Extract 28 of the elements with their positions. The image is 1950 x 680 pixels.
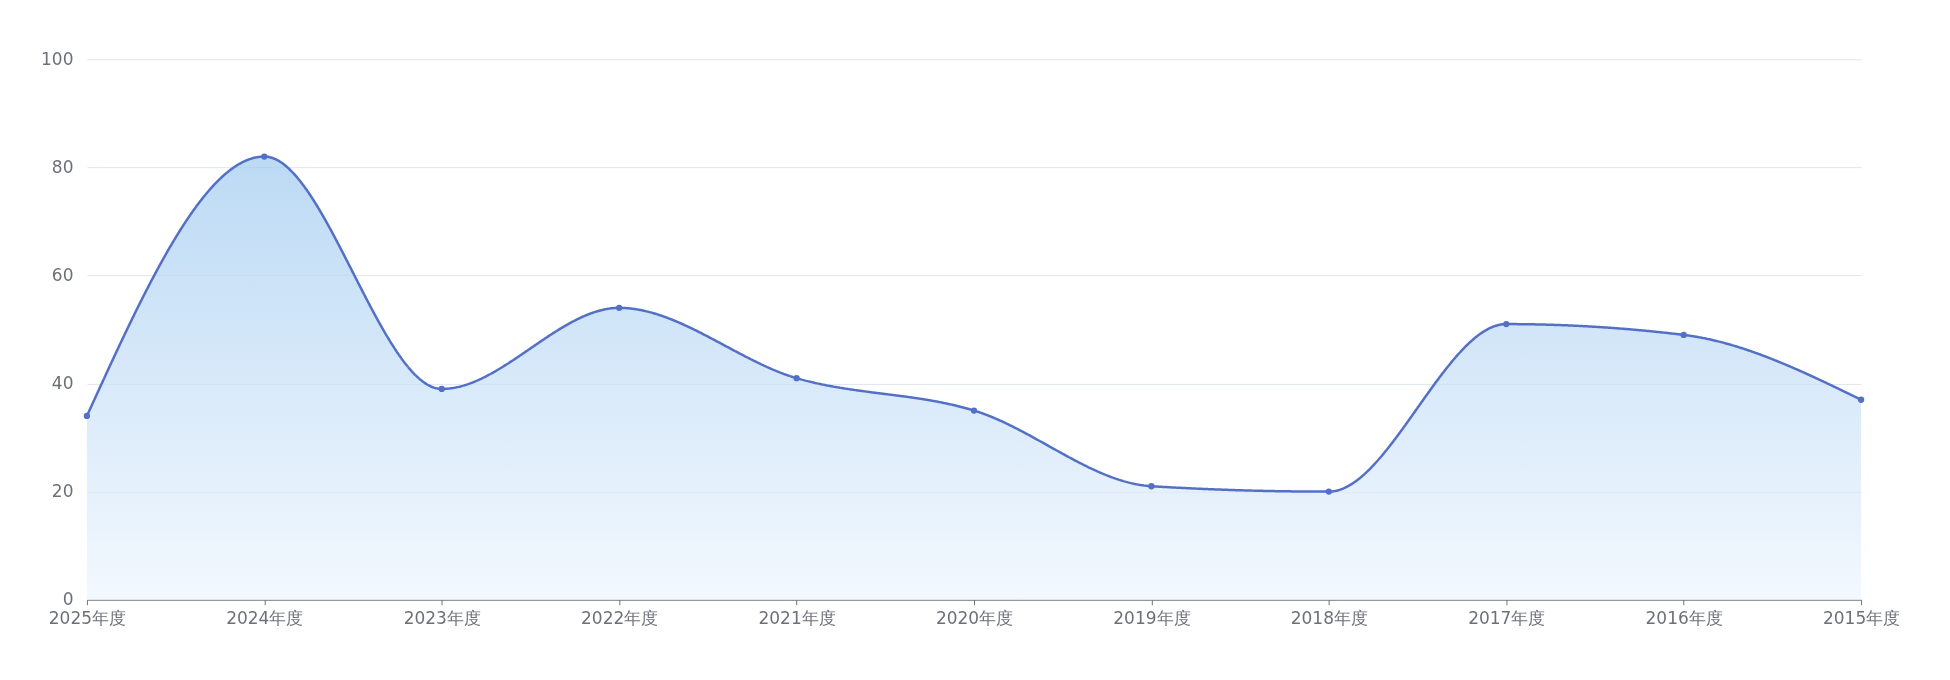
x-tick-label: 2023年度 — [403, 608, 481, 629]
point — [1857, 396, 1865, 403]
y-tick-label: 60 — [51, 264, 74, 285]
y-tick-label: 0 — [62, 589, 74, 610]
y-tick-label: 100 — [41, 48, 74, 69]
x-tick-label: 2018年度 — [1290, 608, 1368, 629]
x-tick-label: 2015年度 — [1823, 608, 1901, 629]
point — [83, 412, 91, 420]
x-tick-label: 2025年度 — [48, 608, 126, 629]
point — [1503, 320, 1510, 328]
point — [793, 374, 800, 382]
point — [1680, 331, 1687, 339]
point — [970, 407, 978, 414]
x-tick-label: 2024年度 — [226, 608, 304, 629]
x-tick-label: 2022年度 — [581, 608, 659, 629]
point — [616, 304, 623, 312]
x-tick-label: 2020年度 — [935, 608, 1014, 629]
point — [438, 385, 445, 393]
y-tick-label: 40 — [51, 373, 74, 394]
point — [1148, 483, 1155, 490]
x-tick-label: 2017年度 — [1468, 608, 1546, 629]
x-tick-label: 2016年度 — [1645, 608, 1723, 629]
point — [1325, 488, 1332, 495]
y-tick-label: 20 — [51, 481, 74, 502]
point — [261, 153, 268, 160]
x-tick-label: 2021年度 — [758, 608, 836, 629]
x-tick-label: 2019年度 — [1113, 608, 1191, 629]
y-tick-label: 80 — [51, 156, 74, 177]
